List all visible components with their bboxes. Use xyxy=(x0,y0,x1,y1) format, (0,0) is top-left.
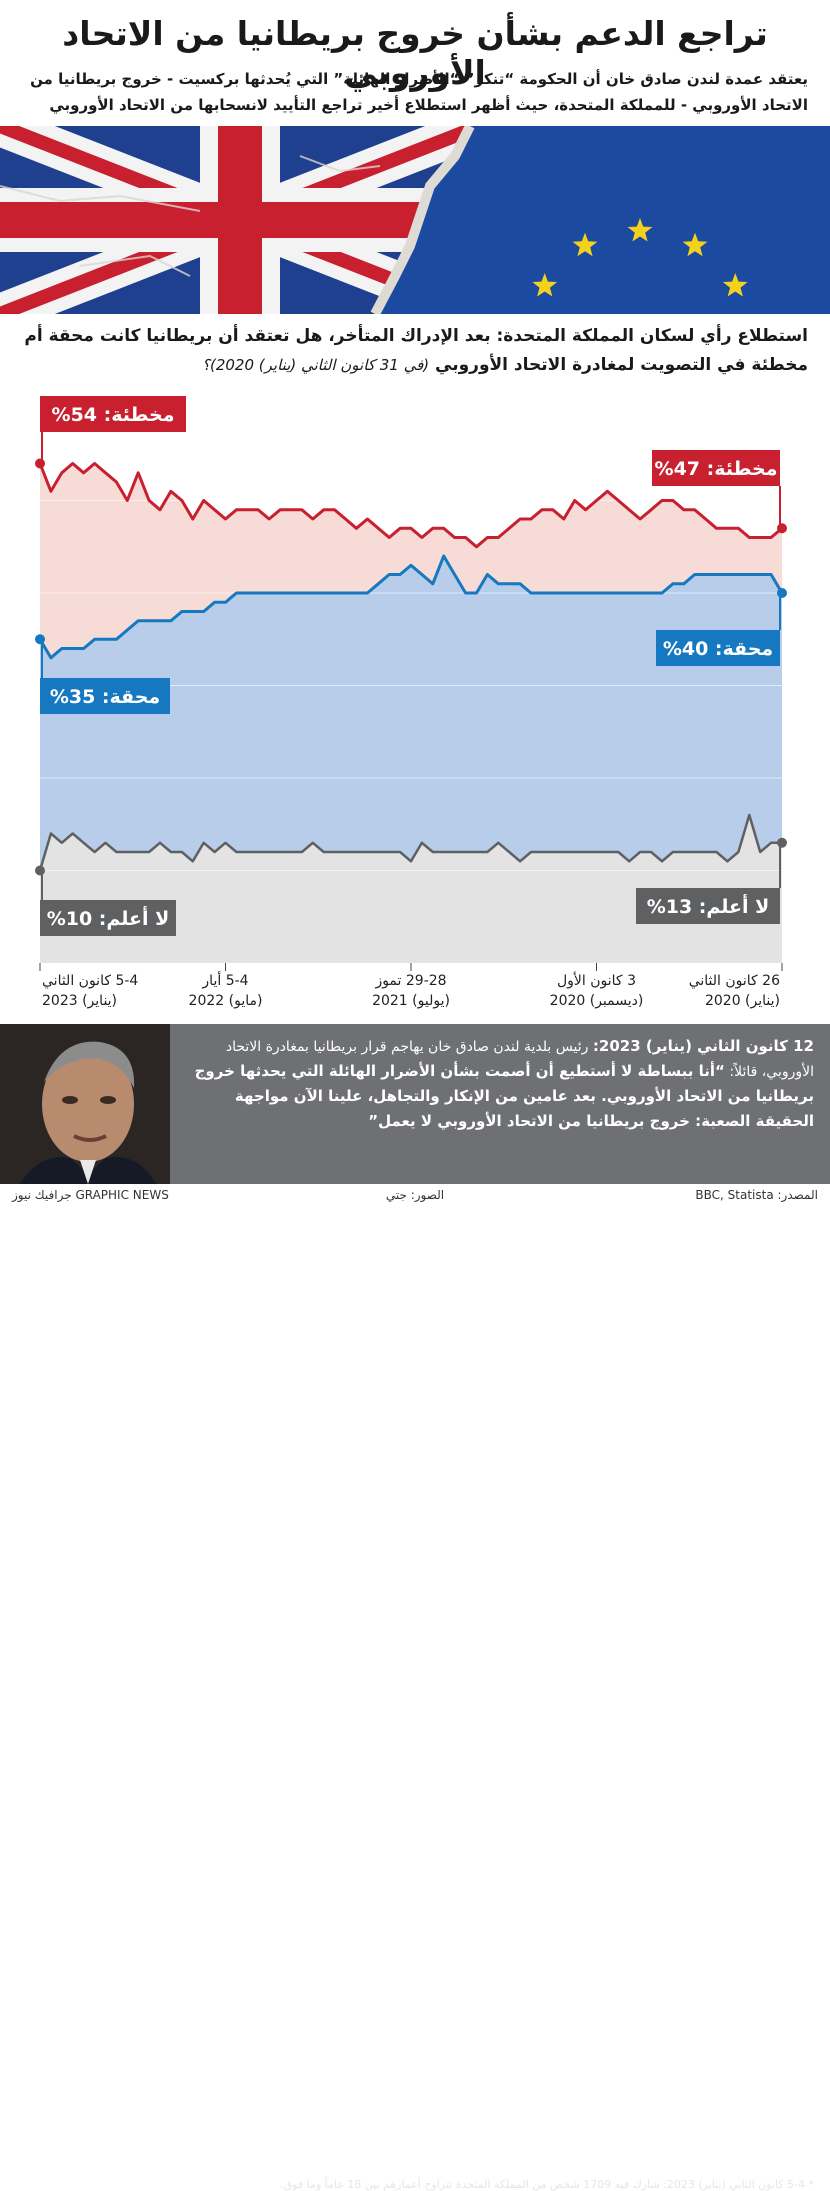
x-tick-label: 5-4 أيار xyxy=(201,971,248,989)
poll-line-chart: 26 كانون الثاني (يناير) 2020 3 كانون الأول… xyxy=(35,396,787,1009)
right-start-label: محقة: 35% xyxy=(40,639,170,714)
dontknow-end-label: لا أعلم: 13% xyxy=(636,842,781,924)
quote-intro: رئيس بلدية لندن صادق خان يهاجم قرار بريط… xyxy=(225,1039,814,1080)
x-tick-label-sub: (ديسمبر) 2020 xyxy=(550,993,644,1009)
quote-panel: 12 كانون الثاني (يناير) 2023: رئيس بلدية… xyxy=(0,1024,830,2191)
right-series-line xyxy=(38,554,784,660)
page-title: تراجع الدعم بشأن خروج بريطانيا من الاتحا… xyxy=(62,14,768,92)
eu-stars xyxy=(532,218,748,297)
dontknow-series-line xyxy=(38,813,782,871)
eu-star xyxy=(627,218,653,242)
wrong-series-line xyxy=(38,462,783,549)
sadiq-khan-photo xyxy=(0,1024,170,1184)
footer-photos: الصور: جتي xyxy=(385,1188,445,1202)
x-tick-label: 26 كانون الثاني xyxy=(689,973,780,989)
footer-credit: GRAPHIC NEWS جرافيك نيوز xyxy=(12,1188,169,1202)
wrong-start-label-text: مخطئة: 54% xyxy=(52,404,175,426)
flags-illustration xyxy=(0,126,830,314)
wrong-end-point xyxy=(777,523,787,534)
wrong-start-label: مخطئة: 54% xyxy=(40,396,186,464)
right-end-label-text: محقة: 40% xyxy=(663,638,773,660)
x-tick-label: 29-28 تموز xyxy=(374,973,446,989)
page-subtitle: يعتقد عمدة لندن صادق خان أن الحكومة “تنك… xyxy=(30,70,808,114)
wrong-end-label: مخطئة: 47% xyxy=(652,450,781,529)
poll-question-text: استطلاع رأي لسكان المملكة المتحدة: بعد ا… xyxy=(24,326,808,375)
wrong-end-label-text: مخطئة: 47% xyxy=(655,458,778,480)
dontknow-end-label-text: لا أعلم: 13% xyxy=(647,894,770,918)
footer-source: المصدر: BBC, Statista xyxy=(695,1188,818,1202)
dontknow-start-label-text: لا أعلم: 10% xyxy=(47,906,170,930)
eu-star xyxy=(682,232,708,257)
poll-question-date: (في 31 كانون الثاني (يناير) 2020)؟ xyxy=(202,356,430,374)
footer: المصدر: BBC, Statista الصور: جتي GRAPHIC… xyxy=(0,1186,830,1208)
quote-date: 12 كانون الثاني (يناير) 2023: xyxy=(592,1037,814,1055)
x-tick-label-sub: (مايو) 2022 xyxy=(189,993,263,1009)
eu-star xyxy=(572,232,598,257)
quote-text: 12 كانون الثاني (يناير) 2023: رئيس بلدية… xyxy=(192,1034,814,1134)
dontknow-end-point xyxy=(777,837,787,848)
right-start-label-text: محقة: 35% xyxy=(50,686,160,708)
eu-star xyxy=(722,273,748,297)
survey-footnote: * 5-4 كانون الثاني (يناير) 2023: شارك في… xyxy=(280,2178,814,2191)
right-end-label: محقة: 40% xyxy=(656,593,781,666)
right-end-point xyxy=(777,588,787,598)
chart-series-labels: مخطئة: 54% مخطئة: 47% محقة: 35% محقة: 40% لا… xyxy=(40,396,781,936)
x-tick-label-sub: (يناير) 2023 xyxy=(42,993,117,1009)
wrong-start-point xyxy=(35,458,45,469)
wrong-area xyxy=(40,463,782,658)
quote-body: “أنا ببساطة لا أستطيع أن أصمت بشأن الأضر… xyxy=(194,1062,814,1130)
x-tick-label: 3 كانون الأول xyxy=(557,971,636,989)
chart-area-fills xyxy=(40,463,782,963)
x-tick-label-sub: (يناير) 2020 xyxy=(705,993,780,1009)
eu-star xyxy=(532,273,558,297)
x-tick-label-sub: (يوليو) 2021 xyxy=(372,993,450,1009)
chart-series-lines xyxy=(35,458,787,876)
dontknow-start-point xyxy=(35,865,45,876)
poll-question: استطلاع رأي لسكان المملكة المتحدة: بعد ا… xyxy=(18,322,808,380)
x-tick-label: 5-4 كانون الثاني xyxy=(42,973,138,989)
right-start-point xyxy=(35,634,45,645)
dontknow-start-label: لا أعلم: 10% xyxy=(40,870,176,936)
chart-x-ticks: 26 كانون الثاني (يناير) 2020 3 كانون الأول… xyxy=(39,963,783,1009)
